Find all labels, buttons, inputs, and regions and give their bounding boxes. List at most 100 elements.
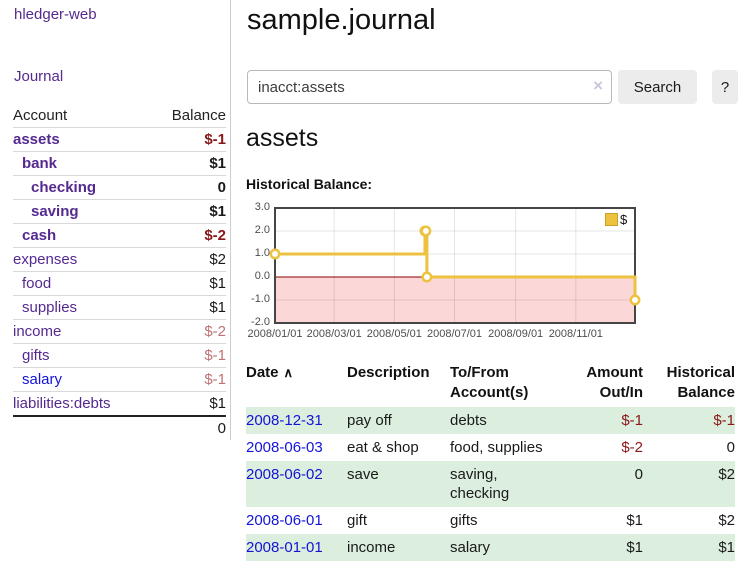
account-row: income $-2 (13, 319, 226, 343)
x-axis-tick: 2008/05/01 (366, 328, 422, 340)
transaction-balance: $1 (718, 539, 735, 556)
account-balance: $-1 (204, 131, 226, 148)
account-balance: $-2 (204, 227, 226, 244)
x-axis-tick: 2008/07/01 (426, 328, 483, 340)
chart-label: Historical Balance: (246, 176, 373, 192)
account-balance: $1 (209, 275, 226, 292)
transaction-row: 2008-06-02 save saving, checking 0 $2 (246, 461, 735, 507)
account-row: expenses $2 (13, 247, 226, 271)
sidebar-divider (230, 0, 231, 440)
sort-ascending-icon: ∧ (283, 365, 294, 380)
transaction-date-link[interactable]: 2008-01-01 (246, 539, 323, 556)
account-balance: $1 (209, 155, 226, 172)
account-link-bank[interactable]: bank (22, 155, 58, 172)
account-row: cash $-2 (13, 223, 226, 247)
y-axis-tick: -1.0 (251, 293, 270, 305)
transaction-accounts: salary (450, 539, 491, 556)
transaction-date-cell: 2008-06-02 (246, 461, 347, 507)
search-button[interactable]: Search (618, 70, 697, 104)
transaction-row: 2008-06-03 eat & shop food, supplies $-2 0 (246, 434, 735, 461)
account-balance: $-1 (204, 371, 226, 388)
account-link-food[interactable]: food (22, 275, 52, 292)
transaction-date-link[interactable]: 2008-12-31 (246, 412, 323, 429)
legend-label: $ (620, 212, 628, 227)
transaction-description: save (347, 466, 379, 483)
account-balance: $-1 (204, 347, 226, 364)
x-axis-tick: 2008/11/01 (548, 328, 603, 340)
transaction-row: 2008-01-01 income salary $1 $1 (246, 534, 735, 561)
account-link-liabilities-debts[interactable]: liabilities:debts (13, 395, 111, 412)
column-header: Description (347, 364, 430, 381)
chart-plot (269, 207, 641, 324)
transaction-description: eat & shop (347, 439, 419, 456)
transaction-amount: $-1 (621, 412, 643, 429)
account-link-cash[interactable]: cash (22, 227, 57, 244)
account-row: gifts $-1 (13, 343, 226, 367)
transaction-amount: 0 (634, 466, 643, 483)
transaction-accounts: saving, checking (450, 466, 510, 502)
y-axis-tick: 3.0 (254, 201, 270, 213)
search-bar: × (247, 70, 612, 104)
account-row: bank $1 (13, 151, 226, 175)
sidebar-item-journal[interactable]: Journal (14, 68, 64, 85)
account-link-salary[interactable]: salary (22, 371, 63, 388)
transaction-accounts: food, supplies (450, 439, 543, 456)
accounts-panel: Account Balance assets $-1 bank $1 checking 0… (13, 103, 226, 439)
chart-legend: $ (603, 212, 630, 227)
account-link-assets[interactable]: assets (13, 131, 60, 148)
transactions-header-row: Date ∧ Description To/From Account(s) Amount… (246, 361, 735, 407)
account-row: saving $1 (13, 199, 226, 223)
transaction-description: pay off (347, 412, 392, 429)
transaction-amount: $1 (626, 539, 643, 556)
transaction-row: 2008-12-31 pay off debts $-1 $-1 (246, 407, 735, 434)
x-axis-tick: 2008/03/01 (306, 328, 362, 340)
x-axis-tick: 2008/09/01 (488, 328, 544, 340)
transaction-description: income (347, 539, 396, 556)
account-balance: $1 (209, 395, 226, 412)
account-link-gifts[interactable]: gifts (22, 347, 50, 364)
accounts-total-value: 0 (217, 419, 226, 437)
transaction-amount: $-2 (621, 439, 643, 456)
transactions-table: Date ∧ Description To/From Account(s) Amount… (246, 361, 735, 561)
transaction-balance: $2 (718, 512, 735, 529)
app-title[interactable]: hledger-web (14, 6, 97, 23)
accounts-header: Account Balance (13, 103, 226, 127)
account-link-income[interactable]: income (13, 323, 62, 340)
y-axis-tick: 2.0 (254, 224, 270, 236)
transaction-accounts: debts (450, 412, 487, 429)
page-title: sample.journal (247, 4, 436, 36)
y-axis-tick: 0.0 (254, 270, 270, 282)
help-button[interactable]: ? (712, 70, 738, 104)
account-link-saving[interactable]: saving (31, 203, 79, 220)
y-axis-tick: 1.0 (254, 247, 270, 259)
account-link-expenses[interactable]: expenses (13, 251, 78, 268)
clear-search-icon[interactable]: × (593, 76, 603, 95)
transaction-accounts: gifts (450, 512, 478, 529)
account-heading: assets (246, 124, 319, 152)
accounts-header-balance: Balance (171, 106, 226, 124)
transaction-balance: 0 (726, 439, 735, 456)
transaction-date-link[interactable]: 2008-06-02 (246, 466, 323, 483)
transaction-date-cell: 2008-01-01 (246, 534, 347, 561)
legend-swatch-icon (605, 213, 618, 226)
transaction-date-cell: 2008-06-03 (246, 434, 347, 461)
transaction-amount: $1 (626, 512, 643, 529)
account-row: salary $-1 (13, 367, 226, 391)
account-link-supplies[interactable]: supplies (22, 299, 78, 316)
y-axis-tick: -2.0 (251, 316, 270, 328)
accounts-total-row: 0 (13, 415, 226, 439)
transaction-balance: $2 (718, 466, 735, 483)
transaction-date-link[interactable]: 2008-06-01 (246, 512, 323, 529)
column-header: Date ∧ (246, 364, 294, 381)
account-balance: $2 (209, 251, 226, 268)
transaction-date-link[interactable]: 2008-06-03 (246, 439, 323, 456)
column-header: Historical Balance (666, 364, 735, 401)
account-link-checking[interactable]: checking (31, 179, 97, 196)
x-axis-tick: 2008/01/01 (247, 328, 303, 340)
account-row: food $1 (13, 271, 226, 295)
transaction-balance: $-1 (713, 412, 735, 429)
account-balance: $1 (209, 299, 226, 316)
account-balance: 0 (217, 179, 226, 196)
transaction-description: gift (347, 512, 368, 529)
search-input[interactable] (247, 70, 612, 104)
